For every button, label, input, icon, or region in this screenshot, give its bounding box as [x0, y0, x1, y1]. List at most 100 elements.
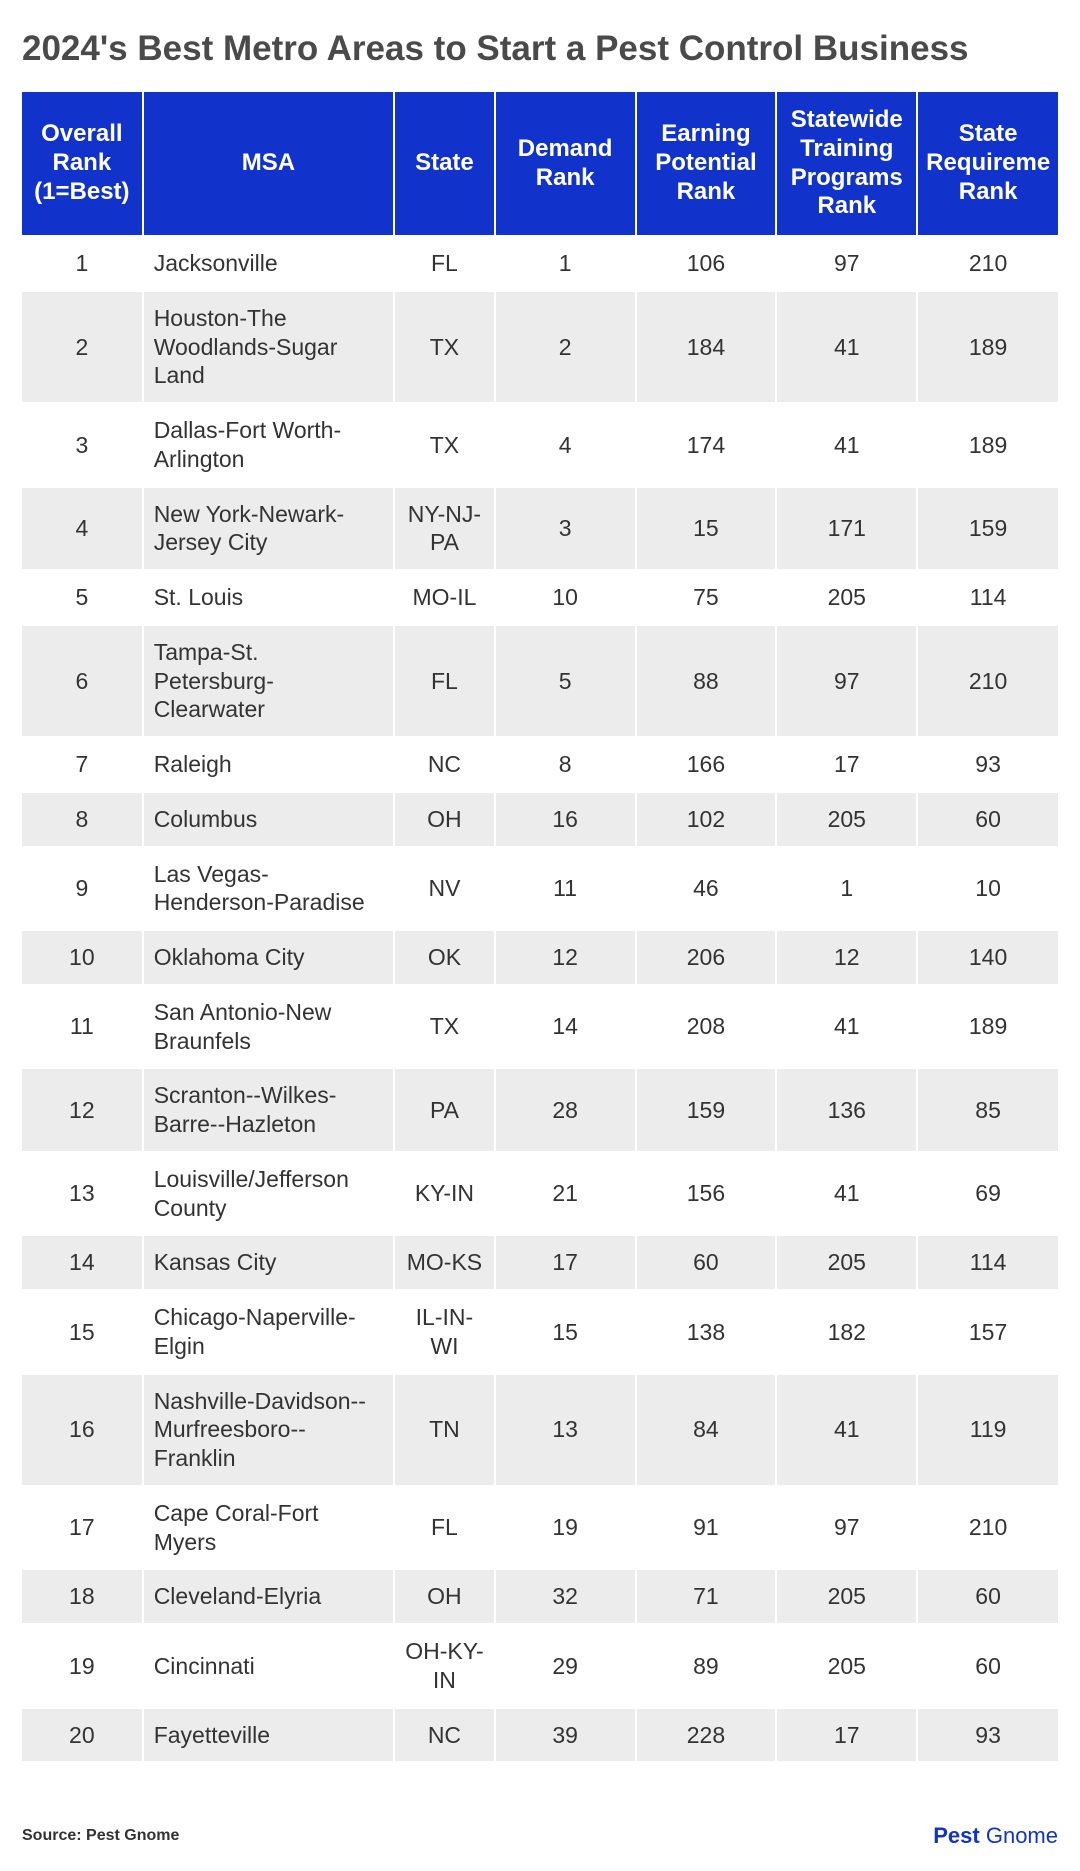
table-row: 10Oklahoma CityOK1220612140	[22, 930, 1058, 985]
cell-training: 205	[776, 792, 917, 847]
table-row: 6Tampa-St. Petersburg-ClearwaterFL588972…	[22, 625, 1058, 737]
cell-rank: 2	[22, 291, 143, 403]
table-row: 11San Antonio-New BraunfelsTX1420841189	[22, 985, 1058, 1069]
cell-msa: Nashville-Davidson--Murfreesboro--Frankl…	[143, 1374, 394, 1486]
table-row: 9Las Vegas-Henderson-ParadiseNV1146110	[22, 847, 1058, 931]
cell-training: 41	[776, 403, 917, 487]
cell-state: OH	[394, 1569, 495, 1624]
cell-earning: 106	[636, 236, 777, 291]
cell-state: NV	[394, 847, 495, 931]
cell-earning: 60	[636, 1235, 777, 1290]
cell-requirement: 210	[917, 236, 1058, 291]
cell-requirement: 210	[917, 625, 1058, 737]
brand-logo: Pest Gnome	[933, 1823, 1058, 1849]
cell-requirement: 93	[917, 1708, 1058, 1763]
cell-state: TX	[394, 403, 495, 487]
col-header-earning-rank: Earning Potential Rank	[636, 92, 777, 236]
cell-rank: 8	[22, 792, 143, 847]
cell-requirement: 60	[917, 1624, 1058, 1708]
cell-demand: 16	[495, 792, 636, 847]
page-container: 2024's Best Metro Areas to Start a Pest …	[0, 0, 1080, 1871]
cell-demand: 21	[495, 1152, 636, 1236]
cell-state: MO-IL	[394, 570, 495, 625]
cell-msa: Louisville/Jefferson County	[143, 1152, 394, 1236]
cell-msa: Cleveland-Elyria	[143, 1569, 394, 1624]
table-row: 7RaleighNC81661793	[22, 737, 1058, 792]
cell-training: 17	[776, 1708, 917, 1763]
table-row: 18Cleveland-ElyriaOH327120560	[22, 1569, 1058, 1624]
table-row: 8ColumbusOH1610220560	[22, 792, 1058, 847]
cell-rank: 1	[22, 236, 143, 291]
cell-state: MO-KS	[394, 1235, 495, 1290]
cell-training: 205	[776, 1624, 917, 1708]
cell-demand: 2	[495, 291, 636, 403]
cell-training: 12	[776, 930, 917, 985]
cell-earning: 89	[636, 1624, 777, 1708]
cell-earning: 208	[636, 985, 777, 1069]
cell-demand: 19	[495, 1486, 636, 1570]
cell-requirement: 114	[917, 1235, 1058, 1290]
cell-requirement: 60	[917, 1569, 1058, 1624]
table-row: 17Cape Coral-Fort MyersFL199197210	[22, 1486, 1058, 1570]
cell-rank: 13	[22, 1152, 143, 1236]
cell-requirement: 140	[917, 930, 1058, 985]
cell-demand: 29	[495, 1624, 636, 1708]
cell-earning: 91	[636, 1486, 777, 1570]
cell-requirement: 93	[917, 737, 1058, 792]
cell-earning: 206	[636, 930, 777, 985]
cell-demand: 39	[495, 1708, 636, 1763]
table-row: 20FayettevilleNC392281793	[22, 1708, 1058, 1763]
cell-state: FL	[394, 625, 495, 737]
table-row: 16Nashville-Davidson--Murfreesboro--Fran…	[22, 1374, 1058, 1486]
cell-demand: 1	[495, 236, 636, 291]
cell-rank: 3	[22, 403, 143, 487]
cell-demand: 28	[495, 1068, 636, 1152]
cell-demand: 3	[495, 487, 636, 571]
cell-training: 205	[776, 1569, 917, 1624]
cell-rank: 14	[22, 1235, 143, 1290]
cell-demand: 5	[495, 625, 636, 737]
cell-earning: 84	[636, 1374, 777, 1486]
col-header-requirement-rank: State Requireme Rank	[917, 92, 1058, 236]
cell-rank: 10	[22, 930, 143, 985]
cell-state: IL-IN-WI	[394, 1290, 495, 1374]
source-text: Source: Pest Gnome	[22, 1827, 179, 1845]
col-header-msa: MSA	[143, 92, 394, 236]
cell-rank: 7	[22, 737, 143, 792]
cell-rank: 12	[22, 1068, 143, 1152]
cell-earning: 156	[636, 1152, 777, 1236]
cell-rank: 4	[22, 487, 143, 571]
table-body: 1JacksonvilleFL1106972102Houston-The Woo…	[22, 236, 1058, 1762]
cell-earning: 138	[636, 1290, 777, 1374]
cell-requirement: 189	[917, 985, 1058, 1069]
table-header-row: Overall Rank (1=Best) MSA State Demand R…	[22, 92, 1058, 236]
table-row: 3Dallas-Fort Worth-ArlingtonTX417441189	[22, 403, 1058, 487]
cell-training: 41	[776, 291, 917, 403]
cell-msa: Jacksonville	[143, 236, 394, 291]
cell-msa: Raleigh	[143, 737, 394, 792]
cell-training: 17	[776, 737, 917, 792]
cell-demand: 17	[495, 1235, 636, 1290]
cell-requirement: 114	[917, 570, 1058, 625]
page-title: 2024's Best Metro Areas to Start a Pest …	[22, 28, 1058, 70]
table-row: 19CincinnatiOH-KY-IN298920560	[22, 1624, 1058, 1708]
table-row: 14Kansas CityMO-KS1760205114	[22, 1235, 1058, 1290]
col-header-overall-rank: Overall Rank (1=Best)	[22, 92, 143, 236]
cell-training: 205	[776, 570, 917, 625]
col-header-demand-rank: Demand Rank	[495, 92, 636, 236]
cell-msa: Scranton--Wilkes-Barre--Hazleton	[143, 1068, 394, 1152]
table-row: 12Scranton--Wilkes-Barre--HazletonPA2815…	[22, 1068, 1058, 1152]
table-row: 13Louisville/Jefferson CountyKY-IN211564…	[22, 1152, 1058, 1236]
cell-training: 171	[776, 487, 917, 571]
cell-state: NY-NJ-PA	[394, 487, 495, 571]
cell-training: 205	[776, 1235, 917, 1290]
cell-training: 41	[776, 1374, 917, 1486]
cell-earning: 75	[636, 570, 777, 625]
cell-requirement: 189	[917, 291, 1058, 403]
cell-state: TX	[394, 291, 495, 403]
cell-rank: 5	[22, 570, 143, 625]
cell-rank: 6	[22, 625, 143, 737]
cell-state: FL	[394, 236, 495, 291]
cell-training: 182	[776, 1290, 917, 1374]
cell-earning: 184	[636, 291, 777, 403]
